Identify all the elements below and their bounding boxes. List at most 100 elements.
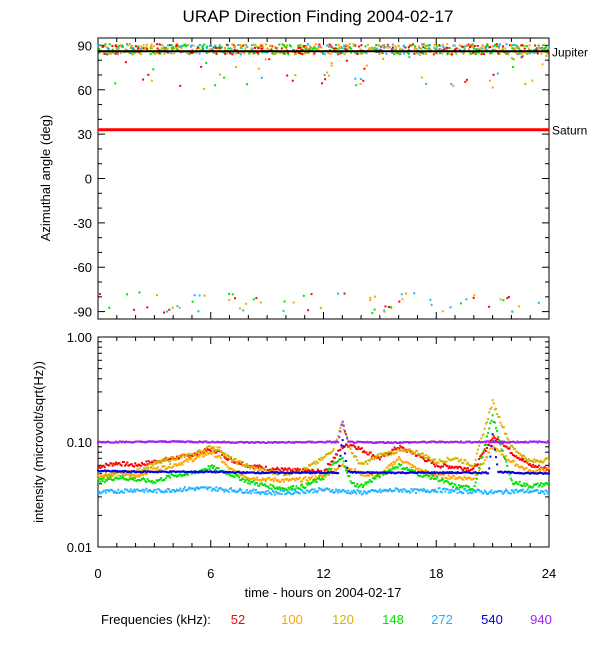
series-120-point: [178, 455, 181, 458]
series-148-point: [134, 477, 137, 480]
series-272-point: [111, 489, 114, 492]
jupiter-band-point: [202, 44, 205, 47]
series-272-point: [498, 490, 501, 493]
jupiter-band-point: [435, 48, 438, 51]
jupiter-band-point: [205, 52, 208, 55]
series-540-point: [320, 471, 323, 474]
series-100-point: [145, 473, 148, 476]
series-940-point: [272, 441, 275, 444]
series-940-point: [452, 441, 455, 444]
jupiter-band-point: [343, 44, 346, 47]
jupiter-band-point: [445, 46, 448, 49]
jupiter-band-point: [192, 44, 195, 47]
series-52-point: [284, 467, 287, 470]
series-52-point: [516, 456, 519, 459]
series-120-point: [213, 446, 216, 449]
jupiter-band-point: [163, 52, 166, 55]
jupiter-band-point: [423, 45, 426, 48]
jupiter-band-point: [344, 44, 347, 47]
jupiter-band-point: [268, 44, 271, 47]
series-148-point: [137, 479, 140, 482]
series-272-point: [204, 486, 207, 489]
series-100-point: [495, 450, 498, 453]
jupiter-band-point: [257, 53, 260, 56]
series-100-point: [392, 461, 395, 464]
series-52-point: [524, 460, 527, 463]
series-540-point: [315, 471, 318, 474]
series-52-point: [357, 446, 360, 449]
jupiter-band-point: [214, 46, 217, 49]
south-band-point: [228, 293, 231, 296]
series-120-point: [196, 451, 199, 454]
series-52-point: [118, 462, 121, 465]
series-52-point: [223, 455, 226, 458]
jupiter-band-point: [449, 53, 452, 56]
south-band-point: [537, 301, 540, 304]
series-120-point: [319, 459, 322, 462]
series-52-point: [418, 454, 421, 457]
series-940-point: [431, 440, 434, 443]
series-148-point: [462, 485, 465, 488]
series-540-point: [208, 470, 211, 473]
jupiter-band-point: [224, 52, 227, 55]
jupiter-band-point: [320, 46, 323, 49]
series-940-point: [109, 441, 112, 444]
series-148-point: [320, 478, 323, 481]
series-272-point: [255, 491, 258, 494]
series-272-point: [520, 489, 523, 492]
jupiter-band-point: [368, 47, 371, 50]
jupiter-band-point: [441, 52, 444, 55]
series-120-point: [258, 469, 261, 472]
series-120-point: [508, 442, 511, 445]
series-272-point: [384, 489, 387, 492]
series-148-point: [142, 477, 145, 480]
series-272-point: [534, 489, 537, 492]
series-540-point: [333, 472, 336, 475]
jupiter-band-point: [443, 48, 446, 51]
jupiter-band-point: [144, 47, 147, 50]
series-148-point: [460, 484, 463, 487]
series-100-point: [457, 476, 460, 479]
series-148-point: [100, 478, 103, 481]
series-272-point: [310, 489, 313, 492]
series-540-point: [149, 470, 152, 473]
series-120-khz: [97, 399, 550, 480]
series-272-point: [131, 491, 134, 494]
series-120-point: [348, 446, 351, 449]
series-540-point: [446, 471, 449, 474]
series-540-point: [184, 471, 187, 474]
series-100-point: [261, 477, 264, 480]
series-940-point: [295, 440, 298, 443]
series-272-point: [510, 489, 513, 492]
series-100-point: [453, 475, 456, 478]
series-100-point: [515, 463, 518, 466]
series-272-point: [186, 488, 189, 491]
series-120-point: [327, 453, 330, 456]
jupiter-band-point: [175, 45, 178, 48]
series-100-point: [289, 478, 292, 481]
jupiter-band-point: [100, 45, 103, 48]
series-540-point: [372, 471, 375, 474]
jupiter-band-point: [365, 52, 368, 55]
series-52-point: [147, 460, 150, 463]
series-100-point: [288, 478, 291, 481]
series-52-point: [543, 466, 546, 469]
series-272-point: [453, 490, 456, 493]
jupiter-band-point: [420, 51, 423, 54]
series-100-point: [200, 453, 203, 456]
series-540-point: [239, 471, 242, 474]
series-272-point: [264, 490, 267, 493]
series-100-point: [134, 475, 137, 478]
series-940-point: [470, 441, 473, 444]
series-148-point: [360, 483, 363, 486]
series-940-point: [274, 440, 277, 443]
series-52-point: [279, 470, 282, 473]
series-100-point: [500, 453, 503, 456]
series-52-point: [414, 455, 417, 458]
series-940-point: [509, 440, 512, 443]
series-120-point: [190, 453, 193, 456]
series-540-point: [246, 471, 249, 474]
series-148-point: [350, 482, 353, 485]
series-52-point: [227, 457, 230, 460]
jupiter-band-point: [119, 52, 122, 55]
